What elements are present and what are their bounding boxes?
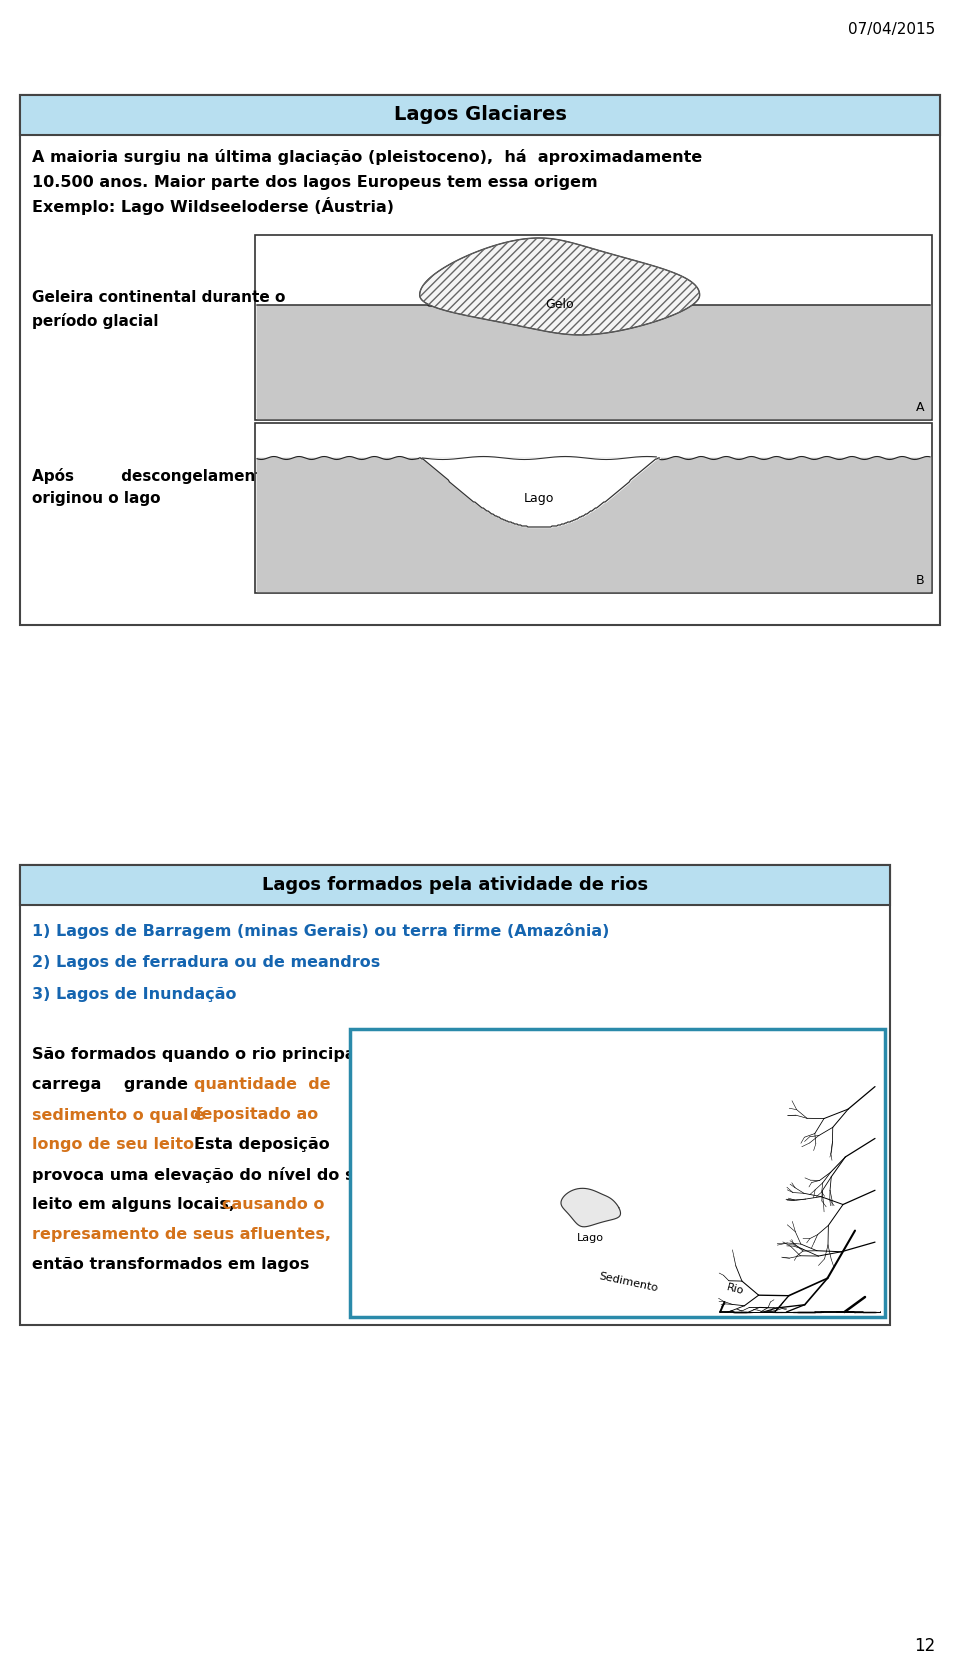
Bar: [257, 305, 930, 417]
Text: Rio: Rio: [726, 1282, 745, 1297]
Bar: [20, 96, 940, 136]
Text: 2) Lagos de ferradura ou de meandros: 2) Lagos de ferradura ou de meandros: [32, 955, 380, 970]
Text: São formados quando o rio principal: São formados quando o rio principal: [32, 1048, 361, 1063]
Text: 10.500 anos. Maior parte dos lagos Europeus tem essa origem: 10.500 anos. Maior parte dos lagos Europ…: [32, 174, 598, 189]
Bar: [20, 865, 890, 1326]
Text: Lago: Lago: [524, 491, 555, 504]
Text: Gelo: Gelo: [545, 298, 574, 312]
Text: A: A: [916, 401, 924, 414]
Text: 1) Lagos de Barragem (minas Gerais) ou terra firme (Amazônia): 1) Lagos de Barragem (minas Gerais) ou t…: [32, 923, 610, 939]
Text: 12: 12: [914, 1637, 935, 1654]
Text: leito em alguns locais,: leito em alguns locais,: [32, 1197, 235, 1212]
Text: 3) Lagos de Inundação: 3) Lagos de Inundação: [32, 987, 236, 1002]
Text: represamento de seus afluentes,: represamento de seus afluentes,: [32, 1227, 331, 1242]
Text: depositado ao: depositado ao: [190, 1108, 319, 1121]
Bar: [255, 235, 932, 421]
Text: Lagos Glaciares: Lagos Glaciares: [394, 106, 566, 124]
Text: Após         descongelamento: Após descongelamento: [32, 468, 274, 484]
Text: quantidade  de: quantidade de: [194, 1078, 330, 1093]
Text: sedimento o qual é: sedimento o qual é: [32, 1108, 210, 1123]
Polygon shape: [420, 238, 700, 335]
Bar: [257, 458, 930, 592]
Text: período glacial: período glacial: [32, 313, 158, 328]
Text: causando o: causando o: [222, 1197, 324, 1212]
Polygon shape: [561, 1188, 620, 1227]
Text: provoca uma elevação do nível do seu: provoca uma elevação do nível do seu: [32, 1166, 376, 1183]
Bar: [255, 422, 932, 593]
Text: Lago: Lago: [577, 1232, 604, 1242]
Bar: [20, 96, 940, 625]
Text: B: B: [916, 573, 924, 587]
Bar: [350, 1029, 885, 1317]
Text: Sedimento: Sedimento: [598, 1270, 659, 1294]
Text: originou o lago: originou o lago: [32, 491, 160, 506]
Text: carrega    grande: carrega grande: [32, 1078, 188, 1093]
Text: Exemplo: Lago Wildseeloderse (Áustria): Exemplo: Lago Wildseeloderse (Áustria): [32, 198, 394, 215]
Text: longo de seu leito.: longo de seu leito.: [32, 1136, 201, 1151]
Text: A maioria surgiu na última glaciação (pleistoceno),  há  aproximadamente: A maioria surgiu na última glaciação (pl…: [32, 149, 703, 164]
Bar: [20, 865, 890, 905]
Text: 07/04/2015: 07/04/2015: [848, 22, 935, 37]
Text: então transformados em lagos: então transformados em lagos: [32, 1257, 309, 1272]
Bar: [257, 305, 930, 417]
Text: Lagos formados pela atividade de rios: Lagos formados pela atividade de rios: [262, 877, 648, 893]
Bar: [257, 458, 930, 592]
Text: Geleira continental durante o: Geleira continental durante o: [32, 290, 285, 305]
Text: Esta deposição: Esta deposição: [194, 1136, 329, 1151]
